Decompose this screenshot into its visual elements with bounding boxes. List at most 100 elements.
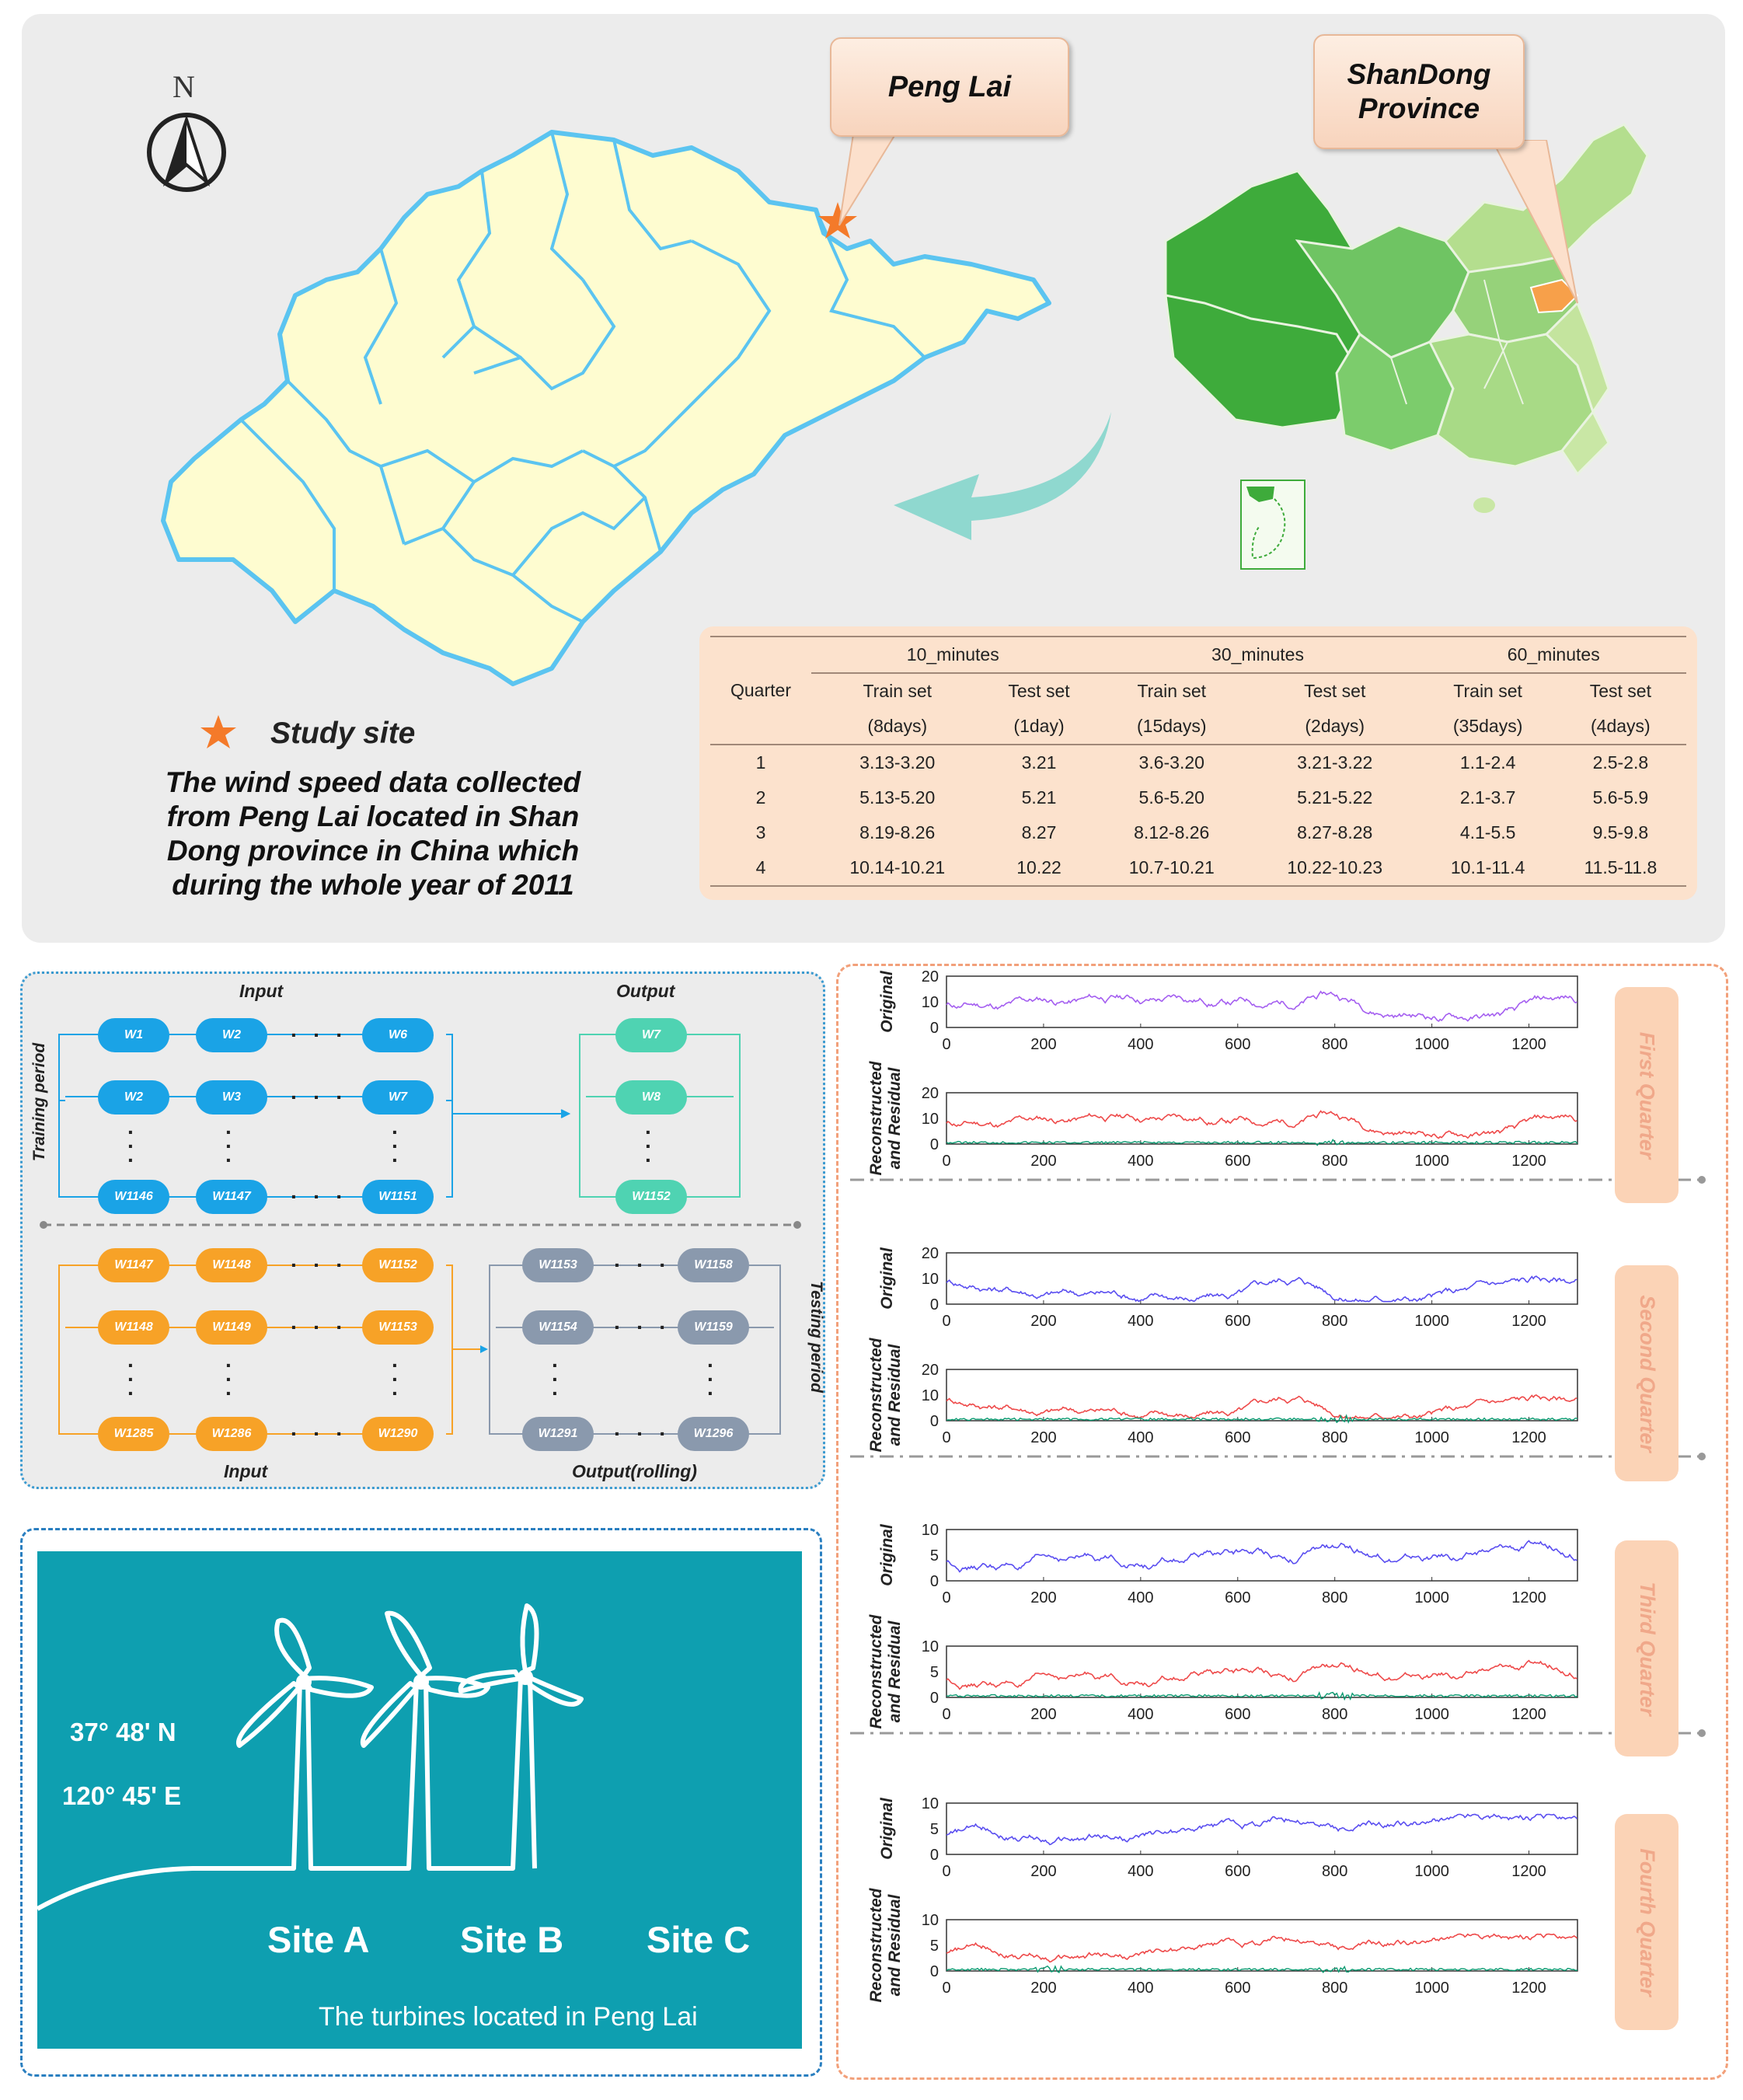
vertical-ellipsis: · · · xyxy=(225,1120,233,1172)
x-tick-label: 600 xyxy=(1225,1980,1250,1997)
reconstructed-series-line xyxy=(946,1394,1577,1419)
table-cell: 1.1-2.4 xyxy=(1459,752,1516,773)
table-cell: 4.1-5.5 xyxy=(1459,822,1516,842)
y-tick-label: 5 xyxy=(930,1547,939,1565)
x-tick-label: 200 xyxy=(1030,1036,1056,1053)
y-tick-label: 0 xyxy=(930,1296,939,1313)
x-tick-label: 400 xyxy=(1128,1036,1153,1053)
site-c-label: Site C xyxy=(647,1919,751,1960)
input-label-top: Input xyxy=(239,981,284,1001)
ellipsis: · · · xyxy=(614,1253,671,1277)
quarter-tab-label: Third Quarter xyxy=(1635,1581,1659,1716)
study-site-star-icon xyxy=(818,202,857,239)
window-pill: W1285 xyxy=(98,1417,169,1451)
window-pill: W7 xyxy=(362,1080,434,1115)
y-axis-label: Reconstructed xyxy=(867,1337,885,1452)
residual-series-line xyxy=(946,1414,1578,1424)
callout-pointer-2 xyxy=(1490,140,1578,304)
table-cell: 1 xyxy=(755,752,766,773)
table-cell: 2.5-2.8 xyxy=(1592,752,1649,773)
y-tick-label: 10 xyxy=(922,1638,939,1655)
y-axis-label: and Residual xyxy=(886,1893,904,1996)
x-tick-label: 1200 xyxy=(1511,1706,1546,1723)
caption-line: during the whole year of 2011 xyxy=(172,869,574,901)
y-axis-label: Original xyxy=(878,1797,896,1860)
x-tick-label: 1200 xyxy=(1511,1429,1546,1446)
table-cell: 8.27 xyxy=(1021,822,1057,842)
site-a-label: Site A xyxy=(267,1919,370,1960)
x-tick-label: 400 xyxy=(1128,1980,1153,1997)
x-tick-label: 800 xyxy=(1322,1863,1347,1880)
table-cell: 5.6-5.20 xyxy=(1138,787,1204,808)
x-tick-label: 800 xyxy=(1322,1036,1347,1053)
y-tick-label: 0 xyxy=(930,1963,939,1980)
rolling-window-panel xyxy=(20,972,825,1489)
plot-frame xyxy=(946,1802,1578,1855)
y-tick-label: 20 xyxy=(922,1245,939,1262)
rolling-output-pill: W1158 xyxy=(678,1248,749,1282)
x-tick-label: 200 xyxy=(1030,1313,1056,1330)
data-split-table: Quarter 10_minutes 30_minutes 60_minutes… xyxy=(699,626,1697,900)
x-tick-label: 200 xyxy=(1030,1706,1056,1723)
quarter-tab-label: First Quarter xyxy=(1635,1031,1659,1159)
original-series-line xyxy=(946,990,1577,1022)
table-cell: 10.22 xyxy=(983,850,1095,887)
plot-frame xyxy=(946,1919,1578,1972)
vertical-ellipsis: · · · xyxy=(645,1120,653,1172)
north-arrow-icon xyxy=(147,113,226,192)
ellipsis: · · · xyxy=(291,1253,348,1277)
output-pill: W7 xyxy=(615,1018,687,1052)
window-pill: W1290 xyxy=(362,1417,434,1451)
longitude-label: 120° 45' E xyxy=(62,1781,182,1810)
latitude-label: 37° 48' N xyxy=(70,1718,176,1746)
window-pill: W1148 xyxy=(196,1248,267,1282)
curved-arrow-icon xyxy=(894,412,1111,540)
plot-frame xyxy=(946,1252,1578,1305)
x-tick-label: 600 xyxy=(1225,1153,1250,1170)
caption-line: from Peng Lai located in Shan xyxy=(166,801,580,832)
plot-frame xyxy=(946,1645,1578,1698)
x-tick-label: 800 xyxy=(1322,1706,1347,1723)
output-pill: W8 xyxy=(615,1080,687,1115)
x-tick-label: 800 xyxy=(1322,1429,1347,1446)
sub-period: (1day) xyxy=(983,709,1095,745)
x-tick-label: 600 xyxy=(1225,1313,1250,1330)
sub-period: (35days) xyxy=(1421,709,1555,745)
table-cell: 3.13-3.20 xyxy=(859,752,936,773)
residual-series-line xyxy=(946,1965,1578,1973)
table-cell: 3 xyxy=(755,822,766,842)
window-pill: W3 xyxy=(196,1080,267,1115)
table-header-quarter: Quarter xyxy=(710,636,811,745)
x-tick-label: 1200 xyxy=(1511,1036,1546,1053)
table-cell: 10.22-10.23 xyxy=(1248,850,1421,887)
shandong-map xyxy=(161,130,1051,686)
x-tick-label: 0 xyxy=(942,1863,950,1880)
y-tick-label: 10 xyxy=(922,1271,939,1288)
ellipsis: · · · xyxy=(291,1085,348,1109)
inset-islands-icon xyxy=(1246,487,1286,560)
x-tick-label: 600 xyxy=(1225,1589,1250,1606)
original-series-line xyxy=(946,1813,1577,1846)
y-tick-label: 0 xyxy=(930,1573,939,1590)
y-tick-label: 0 xyxy=(930,1020,939,1037)
x-tick-label: 1000 xyxy=(1414,1863,1449,1880)
x-tick-label: 200 xyxy=(1030,1980,1056,1997)
vertical-ellipsis: · · · xyxy=(392,1353,399,1405)
training-period-label: Training period xyxy=(30,1042,48,1162)
table-cell: 2 xyxy=(755,787,766,808)
x-tick-label: 400 xyxy=(1128,1863,1153,1880)
x-tick-label: 1000 xyxy=(1414,1980,1449,1997)
y-tick-label: 10 xyxy=(922,1111,939,1128)
quarter-tab: First Quarter xyxy=(1615,987,1679,1203)
x-tick-label: 0 xyxy=(942,1589,950,1606)
shandong-callout: ShanDong Province xyxy=(1313,34,1525,149)
y-axis-label: Original xyxy=(878,1247,896,1310)
ellipsis: · · · xyxy=(614,1315,671,1339)
table-cell: 3.6-3.20 xyxy=(1138,752,1204,773)
x-tick-label: 800 xyxy=(1322,1153,1347,1170)
x-tick-label: 1000 xyxy=(1414,1589,1449,1606)
y-tick-label: 10 xyxy=(922,994,939,1011)
x-tick-label: 200 xyxy=(1030,1153,1056,1170)
x-tick-label: 800 xyxy=(1322,1589,1347,1606)
x-tick-label: 600 xyxy=(1225,1706,1250,1723)
